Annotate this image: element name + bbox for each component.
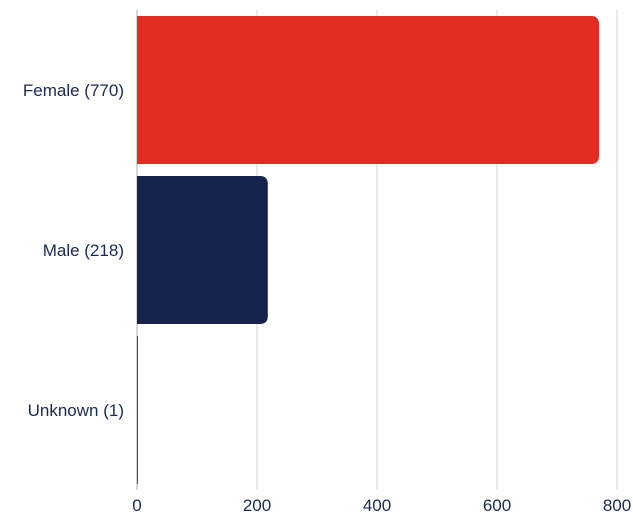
- x-tick-label: 800: [603, 496, 631, 515]
- x-tick-label: 200: [243, 496, 271, 515]
- bar-layer: [137, 16, 599, 484]
- category-label-layer: Female (770) Male (218) Unknown (1): [23, 81, 124, 420]
- x-tick-layer: 0 200 400 600 800: [132, 496, 631, 515]
- x-tick-label: 400: [363, 496, 391, 515]
- x-tick-label: 0: [132, 496, 141, 515]
- category-label: Male (218): [43, 241, 124, 260]
- bar-unknown[interactable]: [137, 336, 138, 484]
- category-label: Unknown (1): [28, 401, 124, 420]
- x-tick-label: 600: [483, 496, 511, 515]
- bar-male[interactable]: [137, 176, 268, 324]
- category-label: Female (770): [23, 81, 124, 100]
- bar-female[interactable]: [137, 16, 599, 164]
